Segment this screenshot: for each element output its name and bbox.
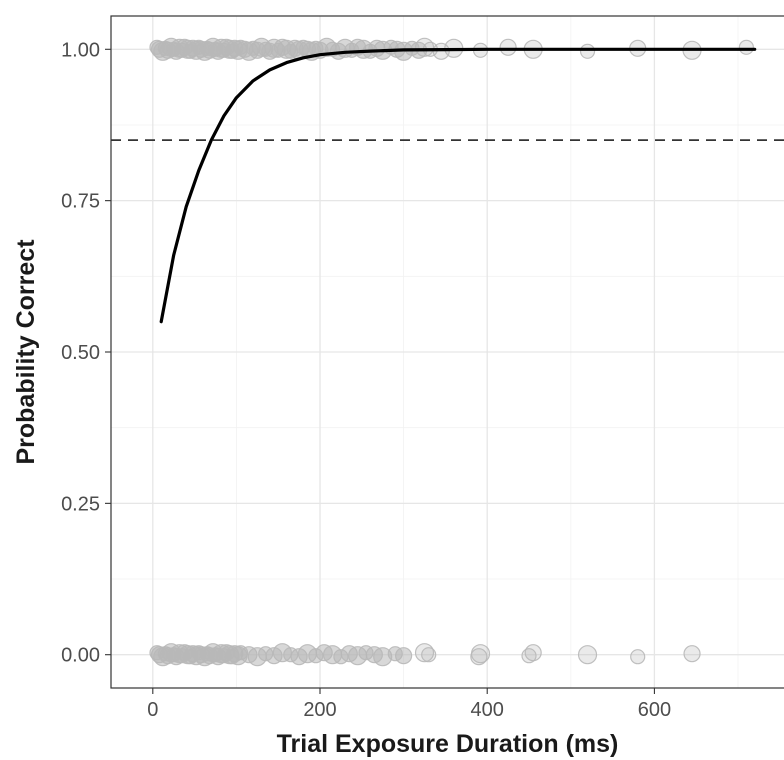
fitted-curve-line <box>159 47 757 324</box>
y-tick-label: 0.00 <box>61 645 100 667</box>
data-point <box>630 649 646 665</box>
x-axis-title: Trial Exposure Duration (ms) <box>277 730 619 758</box>
x-tick-label: 400 <box>471 699 504 721</box>
data-point <box>395 647 413 665</box>
x-tick-label: 0 <box>147 699 158 721</box>
y-tick-label: 1.00 <box>61 39 100 61</box>
y-tick-label: 0.50 <box>61 342 100 364</box>
axis-ticks: 0 200 400 600 0.00 0.25 0.50 0.75 1.00 <box>61 39 671 721</box>
data-point <box>579 43 596 59</box>
y-tick-label: 0.75 <box>61 191 100 213</box>
grid-major <box>111 16 784 688</box>
data-point <box>524 644 542 662</box>
y-tick-label: 0.25 <box>61 493 100 515</box>
data-point <box>738 39 754 55</box>
data-point <box>577 645 598 665</box>
data-point <box>421 647 437 663</box>
x-tick-label: 600 <box>638 699 671 721</box>
y-axis-title: Probability Correct <box>12 239 40 465</box>
x-tick-label: 200 <box>303 699 336 721</box>
data-point <box>470 644 491 664</box>
data-point <box>683 645 701 663</box>
data-points <box>149 37 754 667</box>
data-point <box>499 38 517 56</box>
